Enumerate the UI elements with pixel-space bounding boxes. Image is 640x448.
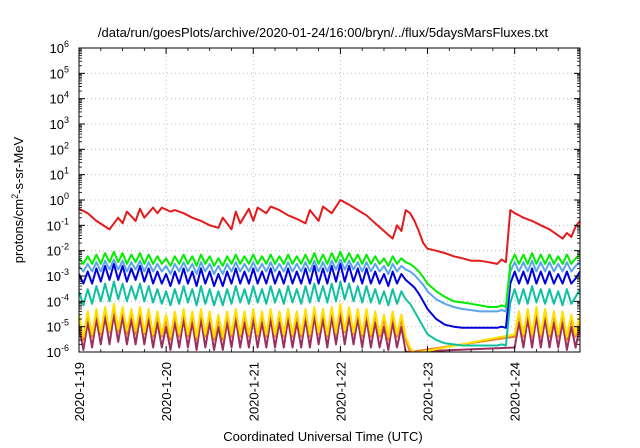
- y-tick-label-base: 10: [50, 66, 64, 81]
- y-tick-label-exponent: 6: [64, 39, 69, 49]
- y-tick-label: 10-3: [47, 267, 69, 284]
- y-tick-label-exponent: -2: [61, 242, 69, 252]
- y-tick-label-exponent: 1: [64, 166, 69, 176]
- series-line-3: [79, 258, 580, 313]
- y-tick-label: 101: [50, 166, 69, 183]
- y-tick-label: 102: [50, 140, 69, 157]
- y-tick-label-base: 10: [47, 294, 61, 309]
- y-tick-label-base: 10: [50, 193, 64, 208]
- y-tick-label-base: 10: [50, 142, 64, 157]
- y-tick-label-exponent: -4: [61, 292, 69, 302]
- x-tick-label: 2020-1-20: [159, 362, 174, 421]
- x-axis-label: Coordinated Universal Time (UTC): [223, 429, 422, 444]
- y-tick-label: 10-6: [47, 343, 69, 360]
- series-line-8: [79, 313, 580, 352]
- y-tick-label-base: 10: [50, 117, 64, 132]
- x-tick-label: 2020-1-24: [508, 362, 523, 421]
- y-axis-label-part-1: protons/cm: [11, 199, 26, 263]
- y-axis-label-part-2: -s-sr-MeV: [11, 136, 26, 193]
- y-tick-label-base: 10: [47, 269, 61, 284]
- series-line-4: [79, 262, 580, 329]
- x-tick-label: 2020-1-23: [421, 362, 436, 421]
- y-tick-label-base: 10: [47, 345, 61, 360]
- y-axis-label-superscript: 2: [10, 194, 20, 199]
- y-tick-label: 104: [50, 90, 69, 107]
- y-tick-label-base: 10: [50, 168, 64, 183]
- x-tick-label: 2020-1-19: [72, 362, 87, 421]
- y-tick-label-base: 10: [47, 320, 61, 335]
- series-lines: [79, 199, 580, 352]
- axis-ticks: 10-610-510-410-310-210-11001011021031041…: [47, 39, 580, 421]
- y-tick-label-exponent: 0: [64, 191, 69, 201]
- y-tick-label-exponent: 4: [64, 90, 69, 100]
- y-tick-label: 105: [50, 64, 69, 81]
- y-tick-label-exponent: 5: [64, 64, 69, 74]
- y-tick-label: 103: [50, 115, 69, 132]
- y-tick-label: 10-4: [47, 292, 69, 309]
- y-tick-label-exponent: -6: [61, 343, 69, 353]
- y-tick-label-exponent: -3: [61, 267, 69, 277]
- y-tick-label-base: 10: [47, 244, 61, 259]
- y-tick-label-exponent: -1: [61, 216, 69, 226]
- series-line-1: [79, 199, 580, 265]
- y-tick-label-base: 10: [50, 41, 64, 56]
- y-tick-label: 100: [50, 191, 69, 208]
- series-line-2: [79, 250, 580, 308]
- y-tick-label: 10-2: [47, 242, 69, 259]
- y-tick-label: 10-5: [47, 318, 69, 335]
- series-line-5: [79, 280, 580, 347]
- y-tick-label-base: 10: [50, 92, 64, 107]
- y-axis-label: protons/cm2-s-sr-MeV: [10, 136, 26, 263]
- series-line-6: [79, 302, 580, 352]
- plot-frame: [78, 47, 581, 353]
- y-tick-label: 106: [50, 39, 69, 56]
- y-tick-label-base: 10: [47, 218, 61, 233]
- x-tick-label: 2020-1-21: [246, 362, 261, 421]
- chart-title: /data/run/goesPlots/archive/2020-01-24/1…: [98, 25, 549, 40]
- y-tick-label-exponent: 2: [64, 140, 69, 150]
- y-tick-label-exponent: -5: [61, 318, 69, 328]
- y-tick-label-exponent: 3: [64, 115, 69, 125]
- x-tick-label: 2020-1-22: [333, 362, 348, 421]
- y-tick-label: 10-1: [47, 216, 69, 233]
